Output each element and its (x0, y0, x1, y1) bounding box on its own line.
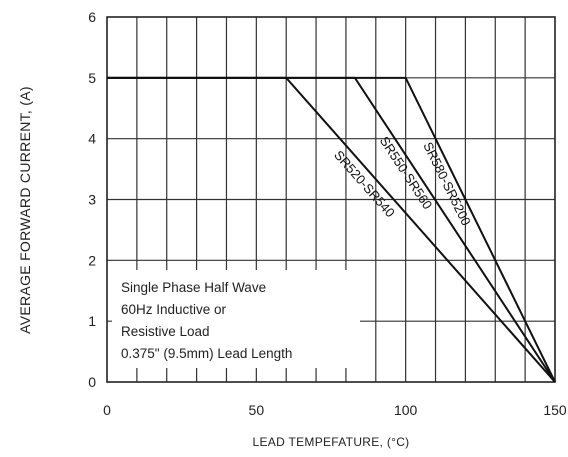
y-tick-label: 3 (88, 192, 96, 208)
x-tick-label: 150 (543, 402, 567, 418)
y-tick-label: 0 (88, 374, 96, 390)
curves (107, 76, 556, 383)
series-line-3 (107, 76, 556, 383)
x-tick-label: 50 (249, 402, 265, 418)
x-tick-label: 100 (394, 402, 418, 418)
note-line-2: 60Hz Inductive or (121, 302, 227, 317)
y-tick-label: 6 (88, 9, 96, 25)
x-axis-label: LEAD TEMPEFATURE, (°C) (253, 435, 410, 449)
note-line-4: 0.375" (9.5mm) Lead Length (121, 346, 292, 361)
x-tick-label: 0 (103, 402, 111, 418)
note-background (112, 270, 360, 368)
y-tick-label: 5 (88, 70, 96, 86)
plot-frame (106, 16, 556, 383)
tick-labels: 0 1 2 3 4 5 6 0 50 100 150 (88, 9, 567, 418)
y-tick-label: 4 (88, 131, 96, 147)
y-axis-label: AVERAGE FORWARD CURRENT, (A) (17, 86, 33, 334)
y-tick-label: 1 (88, 313, 96, 329)
y-tick-label: 2 (88, 252, 96, 268)
note-line-3: Resistive Load (121, 324, 210, 339)
note-line-1: Single Phase Half Wave (121, 280, 266, 295)
